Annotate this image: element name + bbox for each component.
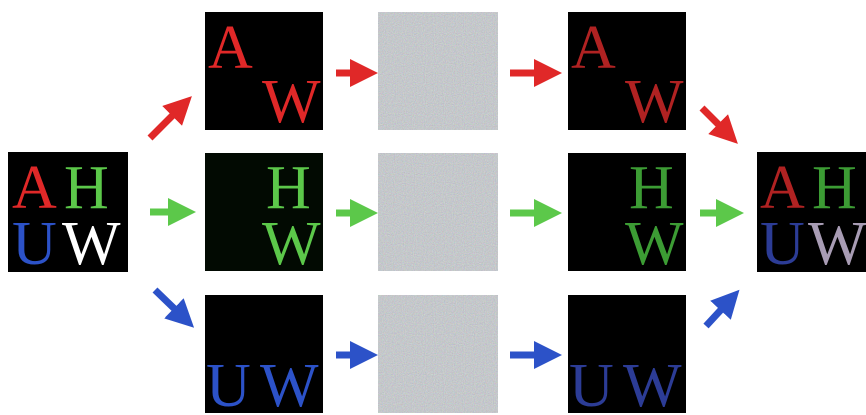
letter: W	[623, 352, 682, 415]
arrow	[702, 108, 728, 134]
letter: W	[260, 352, 319, 415]
letter: W	[625, 68, 684, 136]
noise-tile	[378, 12, 498, 130]
letter: U	[206, 352, 251, 415]
arrow	[150, 106, 182, 138]
diagram: A H U W A W H W U W A W H W U W A H U W	[0, 0, 866, 415]
letter: A	[208, 14, 253, 82]
letter: W	[625, 210, 684, 278]
letter: W	[62, 210, 121, 278]
letter: U	[569, 352, 614, 415]
arrow	[155, 290, 184, 318]
arrow	[706, 300, 730, 326]
noise-tile	[378, 153, 498, 271]
noise-tile	[378, 295, 498, 413]
letter: U	[760, 210, 805, 278]
letter: W	[262, 68, 321, 136]
letter: U	[12, 210, 57, 278]
letter: W	[808, 210, 866, 278]
letter: A	[571, 14, 616, 82]
letter: W	[262, 210, 321, 278]
